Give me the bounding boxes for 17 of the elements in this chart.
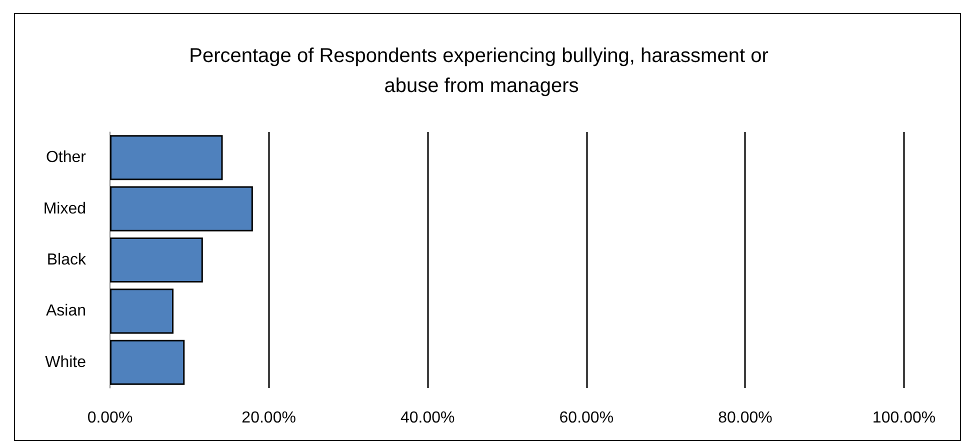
y-tick-label: Black: [46, 252, 87, 268]
x-tick-label: 80.00%: [718, 410, 772, 426]
x-tick-label: 40.00%: [400, 410, 455, 426]
bar: [110, 135, 223, 180]
y-tick-label: Other: [46, 149, 87, 166]
y-tick-label: White: [45, 354, 86, 371]
x-tick-label: 20.00%: [242, 410, 296, 426]
x-tick-label: 100.00%: [872, 410, 936, 426]
chart-title: Percentage of Respondents experiencing bullying, harassment or abuse from managers: [189, 45, 774, 97]
x-tick-label: 60.00%: [559, 410, 614, 426]
bar: [110, 288, 174, 334]
y-tick-label: Mixed: [43, 200, 86, 218]
bar: [110, 237, 203, 283]
y-tick-label: Asian: [46, 302, 86, 320]
bar: [110, 340, 185, 385]
bar: [110, 186, 253, 232]
x-tick-label: 0.00%: [87, 410, 133, 426]
